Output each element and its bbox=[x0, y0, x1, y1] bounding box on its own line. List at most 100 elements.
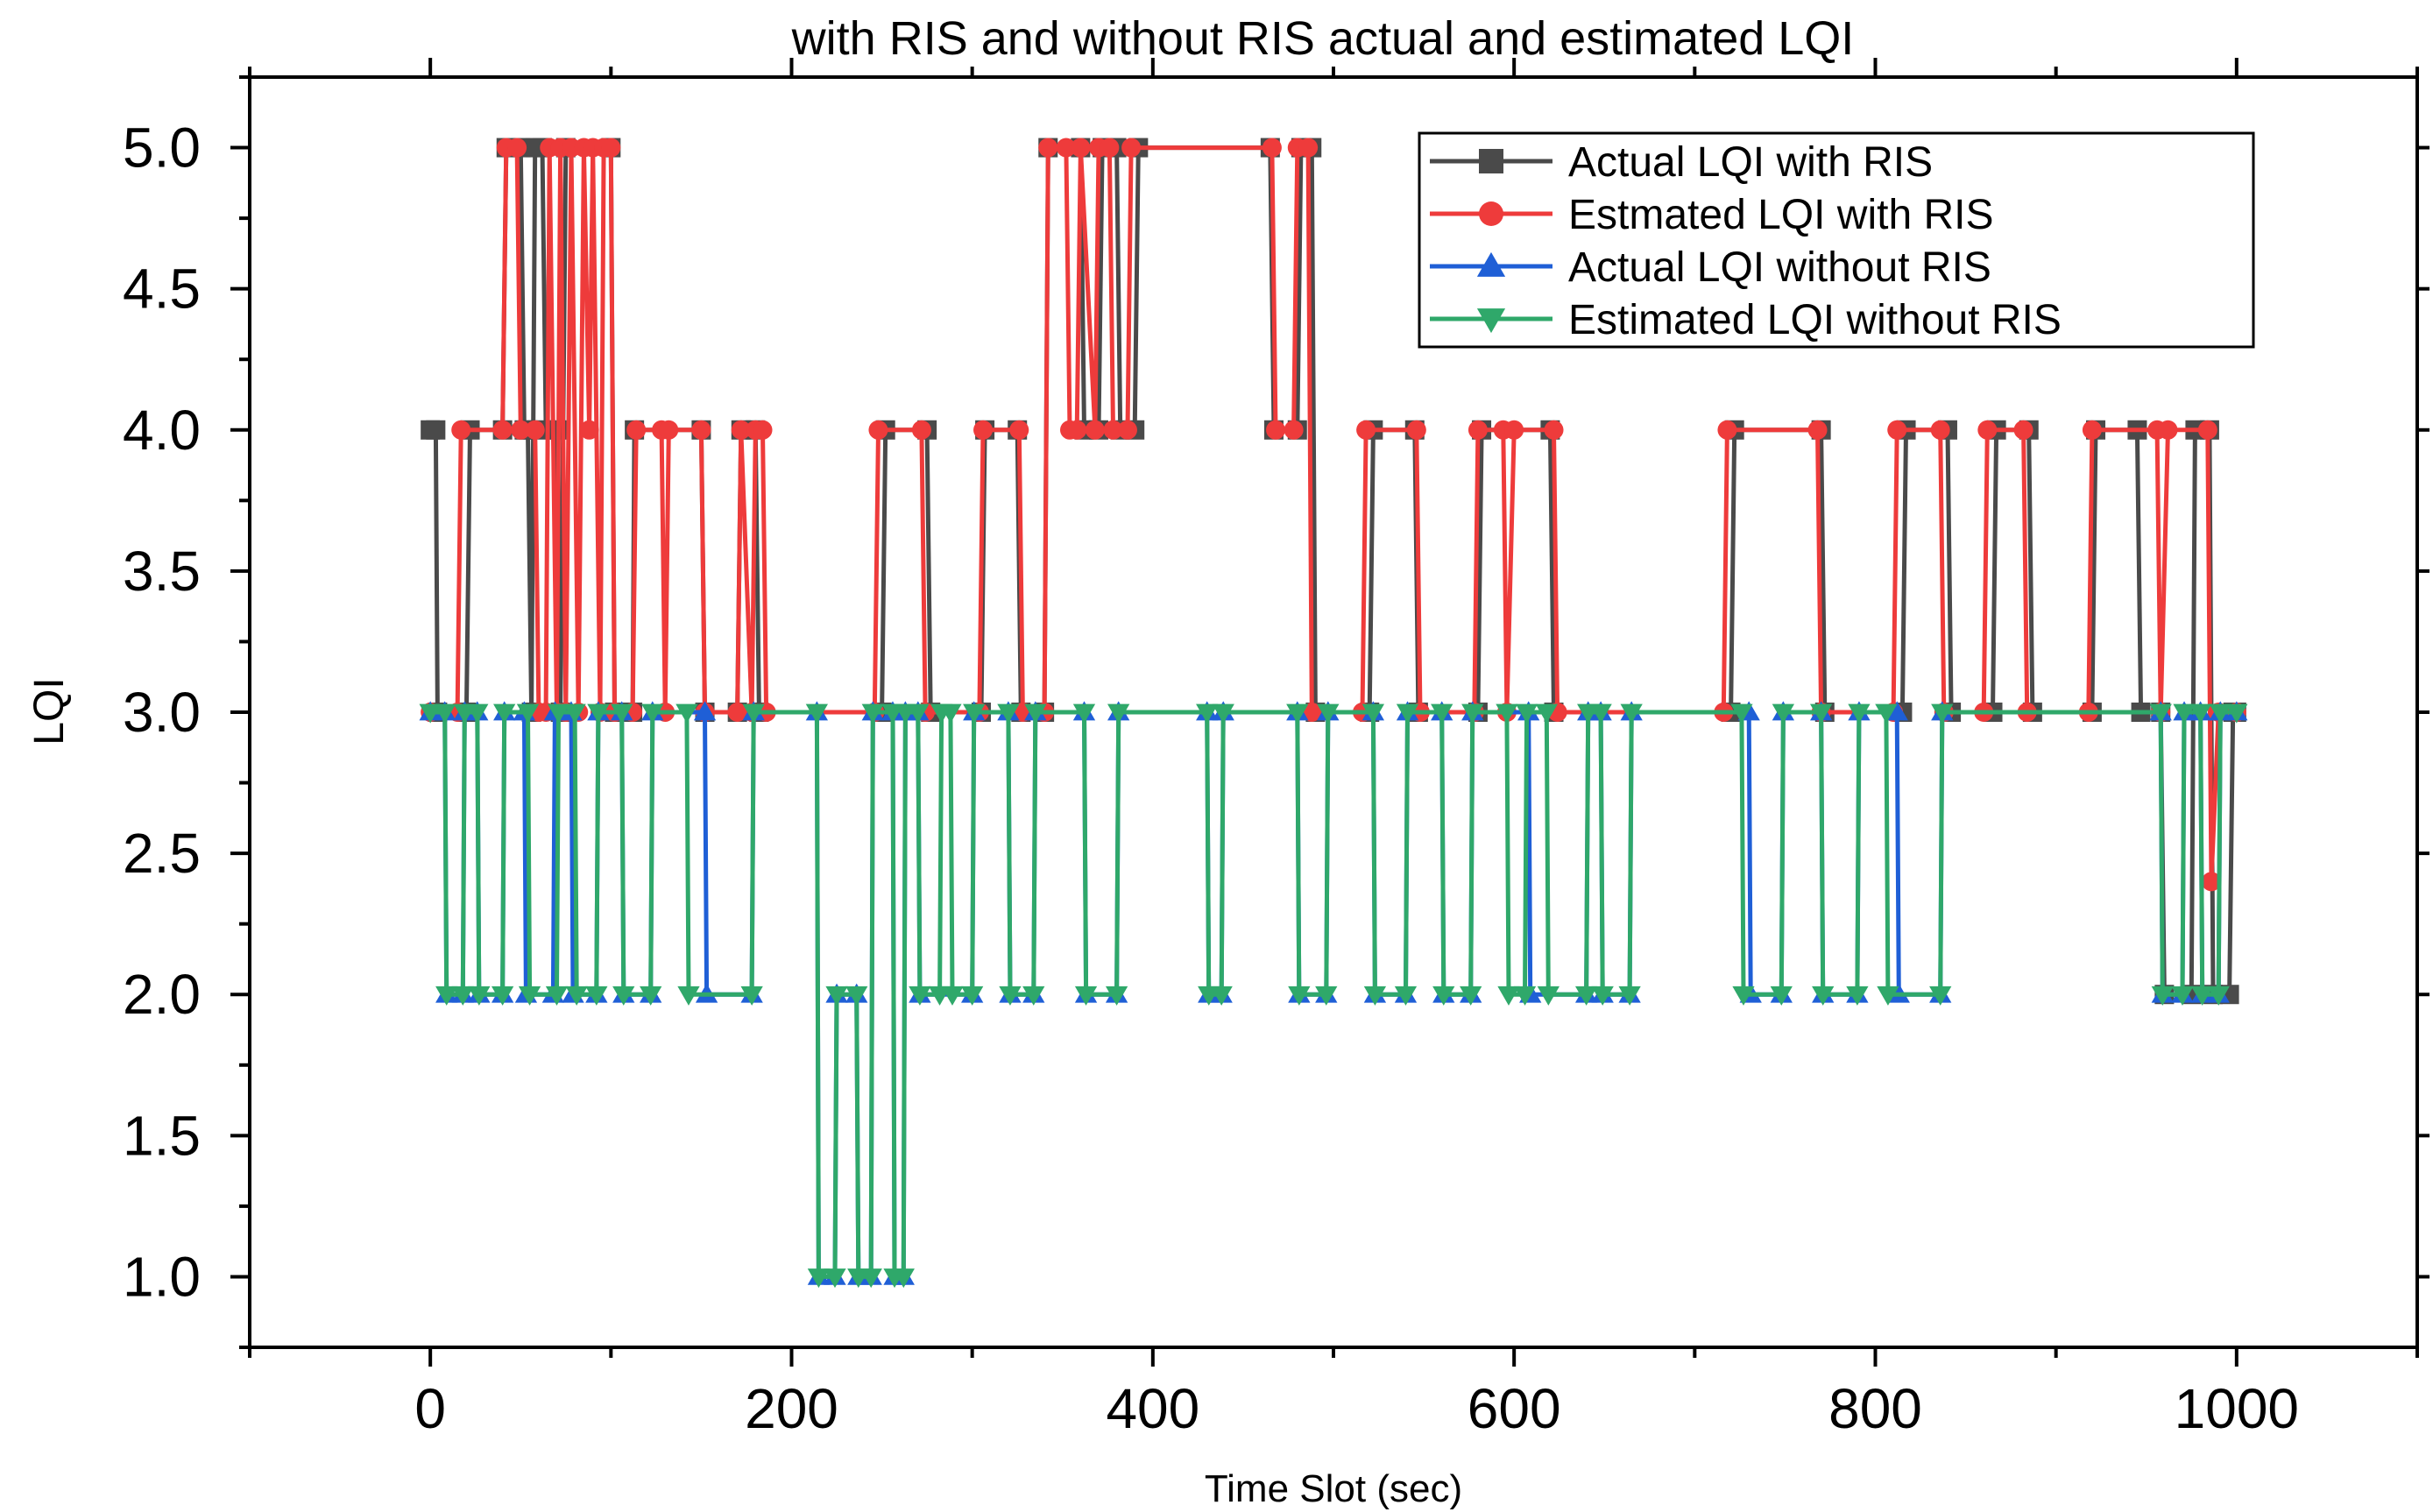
legend-item: Estmated LQI with RIS bbox=[1430, 192, 1994, 238]
data-point bbox=[1107, 703, 1130, 724]
chart-title: with RIS and without RIS actual and esti… bbox=[791, 12, 1855, 65]
y-tick-label: 1.5 bbox=[123, 1104, 201, 1167]
data-point bbox=[691, 420, 711, 440]
data-point bbox=[1591, 986, 1614, 1006]
x-tick-label: 1000 bbox=[2175, 1377, 2299, 1440]
data-point bbox=[434, 703, 456, 724]
y-tick-label: 1.0 bbox=[123, 1245, 201, 1308]
data-point bbox=[1772, 703, 1795, 724]
data-point bbox=[1432, 986, 1455, 1006]
data-point bbox=[1574, 986, 1598, 1006]
data-point bbox=[2225, 703, 2248, 724]
data-point bbox=[1024, 703, 1047, 724]
data-point bbox=[1887, 420, 1907, 440]
data-point bbox=[579, 420, 599, 440]
data-point bbox=[612, 986, 635, 1006]
legend-marker bbox=[1476, 308, 1506, 334]
data-point bbox=[1394, 986, 1418, 1006]
data-point bbox=[1460, 986, 1482, 1006]
data-point bbox=[1121, 138, 1142, 158]
data-point bbox=[1618, 986, 1641, 1006]
x-tick-label: 200 bbox=[745, 1377, 838, 1440]
data-point bbox=[563, 703, 586, 724]
data-point bbox=[435, 986, 458, 1006]
data-point bbox=[753, 420, 773, 440]
series-4 bbox=[419, 703, 2248, 1289]
data-point bbox=[451, 986, 474, 1006]
data-point bbox=[1074, 986, 1098, 1006]
data-point bbox=[640, 986, 662, 1006]
data-point bbox=[2207, 986, 2230, 1006]
data-point bbox=[807, 1268, 831, 1289]
data-point bbox=[611, 703, 633, 724]
data-point bbox=[601, 138, 621, 158]
data-point bbox=[1977, 420, 1998, 440]
legend-marker bbox=[1476, 251, 1506, 277]
y-tick-label: 4.5 bbox=[123, 258, 201, 321]
data-point bbox=[892, 1268, 915, 1289]
data-point bbox=[1537, 986, 1560, 1006]
data-point bbox=[861, 703, 884, 724]
data-point bbox=[2158, 420, 2178, 440]
data-point bbox=[491, 986, 514, 1006]
legend-label: Estmated LQI with RIS bbox=[1568, 192, 1994, 238]
data-point bbox=[1361, 703, 1385, 724]
data-point bbox=[466, 703, 489, 724]
x-tick-label: 800 bbox=[1828, 1377, 1922, 1440]
data-point bbox=[2191, 986, 2214, 1006]
data-point bbox=[1212, 703, 1234, 724]
data-point bbox=[2013, 420, 2033, 440]
data-point bbox=[1431, 703, 1453, 724]
series-line bbox=[430, 710, 2237, 1279]
y-tick-label: 3.5 bbox=[123, 540, 201, 603]
data-point bbox=[2151, 986, 2174, 1006]
data-point bbox=[1071, 138, 1091, 158]
data-point bbox=[1589, 703, 1612, 724]
data-point bbox=[1315, 986, 1338, 1006]
data-point bbox=[1848, 703, 1871, 724]
y-axis-label: LQI bbox=[26, 677, 73, 745]
data-point bbox=[511, 420, 531, 440]
data-point bbox=[973, 420, 994, 440]
data-point bbox=[1100, 138, 1120, 158]
x-tick-label: 0 bbox=[414, 1377, 446, 1440]
y-tick-label: 5.0 bbox=[123, 117, 201, 180]
data-point bbox=[941, 986, 964, 1006]
data-point bbox=[1284, 420, 1304, 440]
data-point bbox=[1085, 420, 1105, 440]
data-point bbox=[677, 986, 700, 1006]
data-point bbox=[2082, 420, 2102, 440]
legend-item: Estimated LQI without RIS bbox=[1430, 297, 2062, 343]
data-point bbox=[731, 420, 751, 440]
data-point bbox=[1067, 420, 1087, 440]
data-point bbox=[518, 986, 541, 1006]
data-point bbox=[2209, 703, 2231, 724]
data-point bbox=[845, 986, 868, 1006]
data-point bbox=[1497, 986, 1520, 1006]
data-point bbox=[1620, 703, 1643, 724]
data-point bbox=[1105, 986, 1128, 1006]
data-point bbox=[963, 703, 986, 724]
data-point bbox=[516, 703, 540, 724]
data-point bbox=[740, 986, 763, 1006]
data-point bbox=[1117, 420, 1137, 440]
data-point bbox=[1363, 986, 1387, 1006]
data-point bbox=[1038, 138, 1058, 158]
data-point bbox=[1298, 138, 1319, 158]
data-point bbox=[727, 703, 747, 722]
data-point bbox=[1461, 703, 1484, 724]
data-point bbox=[999, 986, 1022, 1006]
data-point bbox=[742, 703, 765, 724]
data-point bbox=[1196, 703, 1219, 724]
data-point bbox=[868, 420, 888, 440]
data-point bbox=[997, 703, 1020, 724]
data-point bbox=[1877, 986, 1899, 1006]
legend-marker bbox=[1479, 149, 1503, 173]
data-point bbox=[1317, 703, 1340, 724]
data-point bbox=[1770, 986, 1793, 1006]
data-point bbox=[2149, 703, 2172, 724]
data-point bbox=[1103, 420, 1123, 440]
y-tick-label: 4.0 bbox=[123, 399, 201, 462]
x-tick-label: 400 bbox=[1106, 1377, 1199, 1440]
data-point bbox=[2189, 703, 2212, 724]
